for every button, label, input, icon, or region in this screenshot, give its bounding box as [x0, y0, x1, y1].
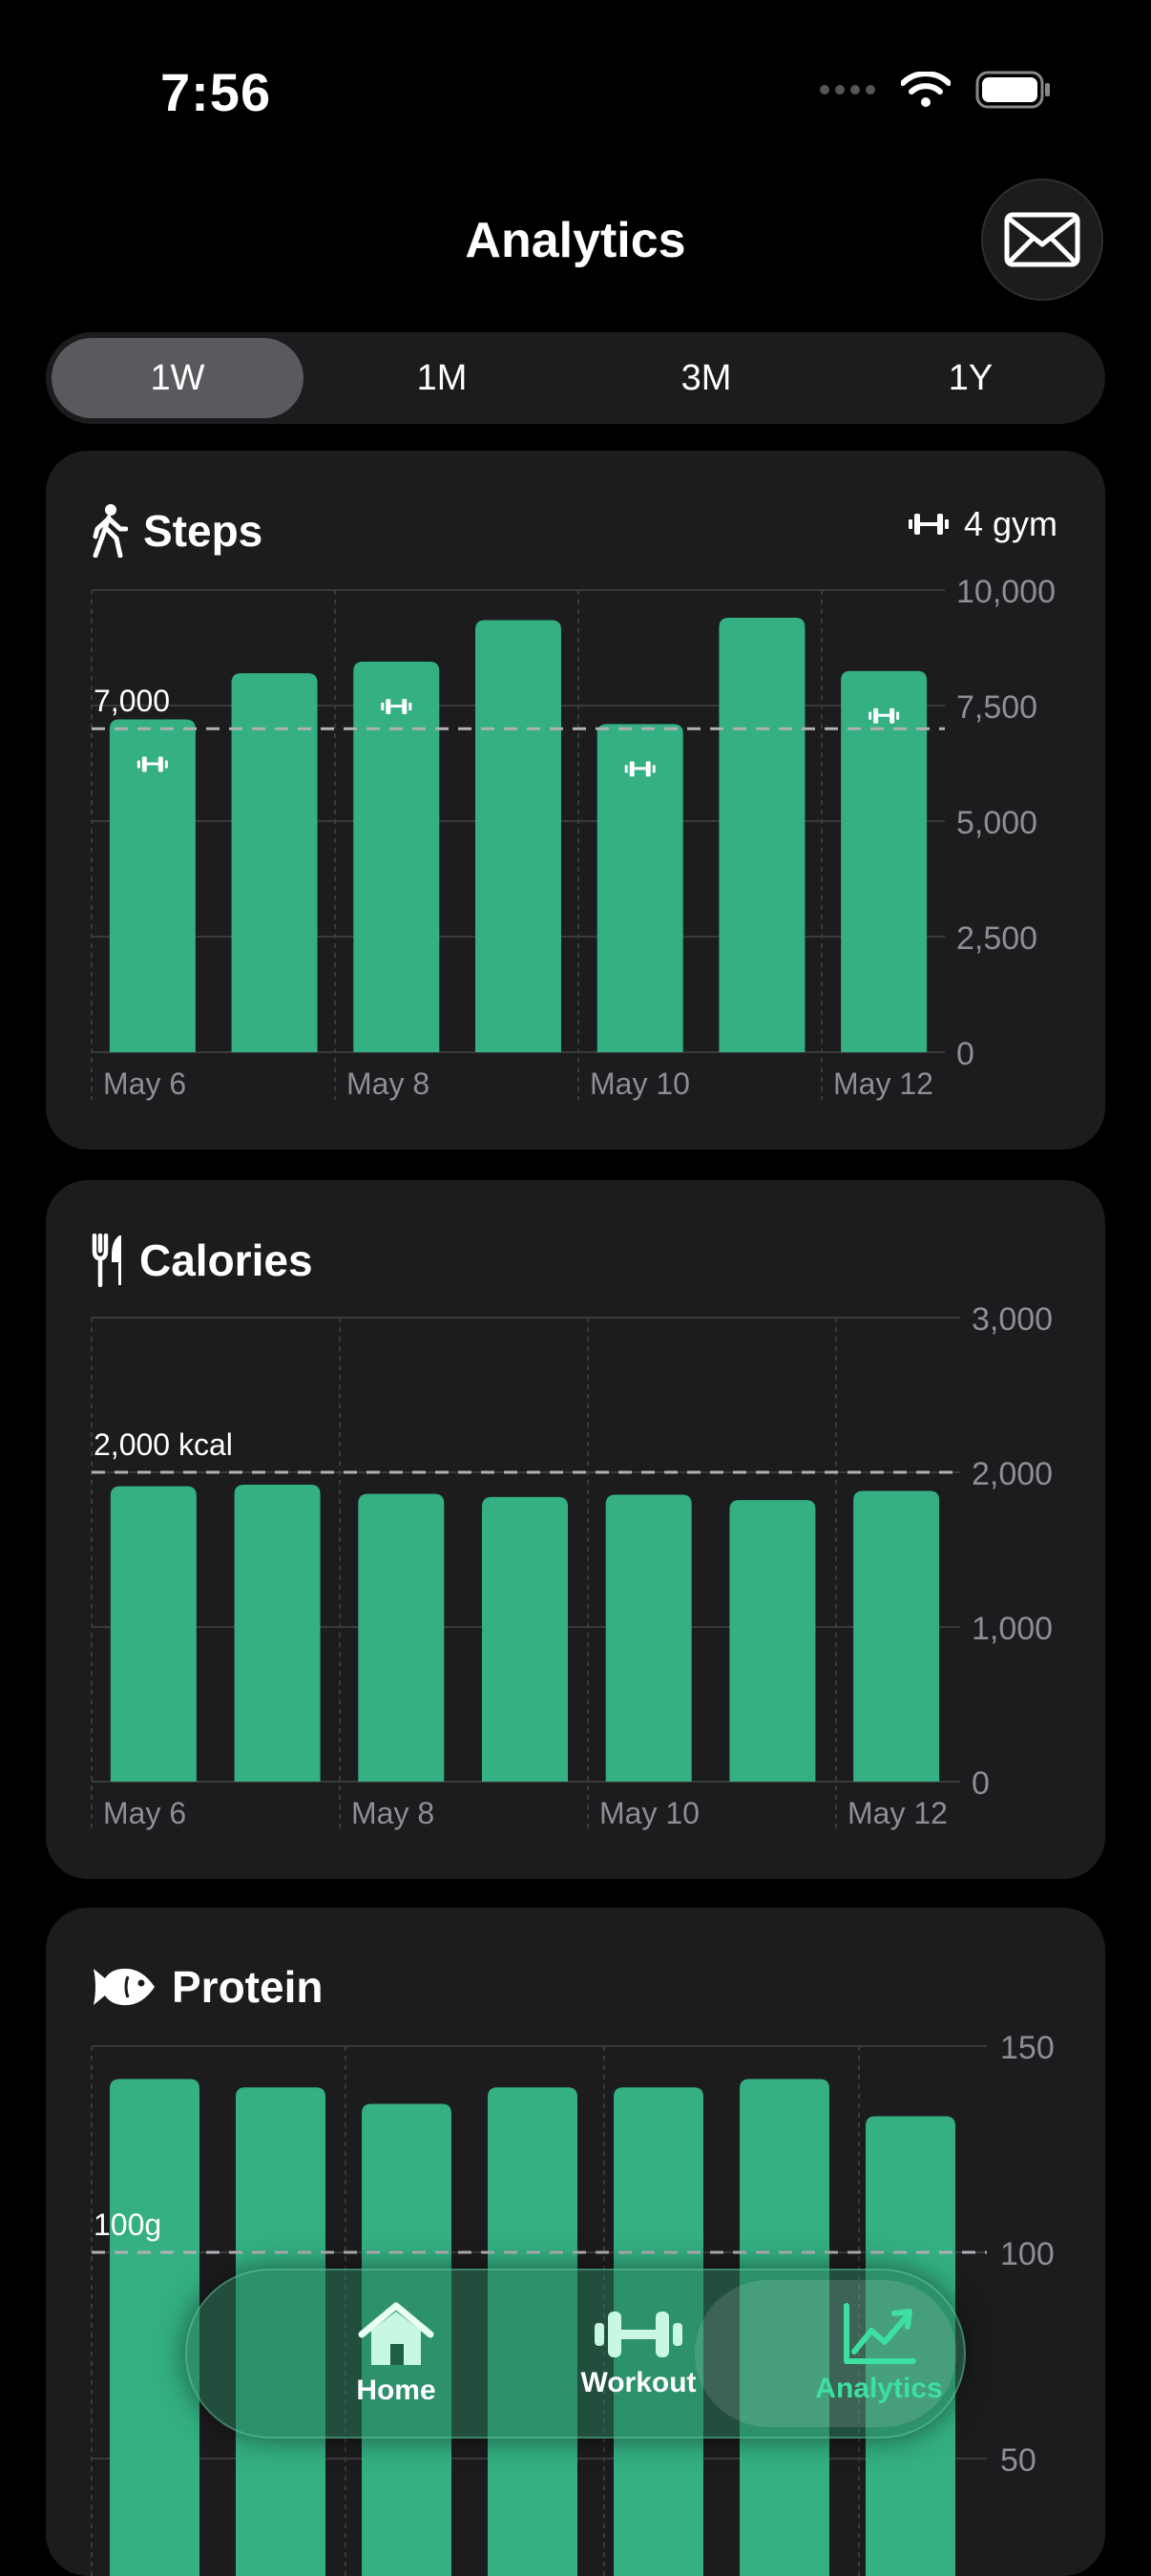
bar-may-8 [358, 1493, 445, 1782]
y-tick-label: 0 [956, 1036, 974, 1072]
x-tick-label: May 6 [103, 1066, 186, 1101]
bar-may-6 [110, 2079, 199, 2576]
bar-may-12 [853, 1490, 940, 1782]
chart-line-icon [844, 2303, 916, 2364]
segment-1m[interactable]: 1M [416, 357, 468, 398]
tab-workout-label: Workout [580, 2367, 697, 2398]
goal-label: 7,000 [94, 684, 170, 718]
y-tick-label: 7,500 [956, 689, 1037, 726]
signal-icon [820, 85, 875, 95]
bar-may-6 [109, 719, 196, 1052]
tab-bar: Home Workout Analytics [185, 2269, 966, 2439]
status-time: 7:56 [160, 62, 272, 122]
walking-icon [93, 504, 128, 558]
goal-label: 100g [94, 2207, 161, 2242]
x-tick-label: May 10 [590, 1066, 690, 1101]
y-tick-label: 10,000 [956, 574, 1056, 610]
mail-button[interactable] [981, 179, 1103, 301]
tab-analytics-label: Analytics [815, 2373, 943, 2404]
bar-may-9 [482, 1496, 568, 1782]
protein-title: Protein [92, 1961, 323, 2013]
y-tick-label: 3,000 [972, 1301, 1053, 1338]
steps-card: Steps 4 gym 0 2,500 5,000 7,500 10,000 7,000 M… [46, 451, 1105, 1150]
x-tick-label: May 10 [599, 1796, 700, 1830]
x-tick-label: May 12 [833, 1066, 933, 1101]
calories-title: Calories [92, 1234, 313, 1287]
y-tick-label: 1,000 [972, 1611, 1053, 1647]
segment-3m[interactable]: 3M [680, 357, 732, 398]
bar-may-12 [841, 670, 928, 1052]
tab-workout[interactable]: Workout [519, 2270, 758, 2437]
status-icons [819, 71, 1052, 109]
calories-card: Calories 0 1,000 2,000 3,000 2,000 kcal May 6… [46, 1180, 1105, 1879]
bar-may-9 [475, 620, 561, 1052]
y-tick-label: 5,000 [956, 805, 1037, 841]
gym-count-label: 4 gym [963, 504, 1057, 543]
active-tab-highlight [695, 2280, 956, 2427]
x-tick-label: May 8 [346, 1066, 429, 1101]
bar-may-11 [719, 618, 806, 1052]
dumbbell-icon [595, 2312, 682, 2357]
calories-chart: 0 1,000 2,000 3,000 2,000 kcal May 6 May 8 May … [91, 1301, 1053, 1830]
x-tick-label: May 8 [351, 1796, 434, 1830]
page-title: Analytics [465, 213, 686, 268]
gym-day-dumbbell-icon [868, 707, 900, 724]
tab-home-label: Home [356, 2375, 436, 2406]
y-tick-label: 2,500 [956, 920, 1037, 957]
steps-title-label: Steps [143, 506, 263, 556]
bar-may-10 [596, 724, 683, 1052]
y-tick-label: 50 [1000, 2442, 1036, 2479]
protein-chart: 050100150100g [91, 2030, 1055, 2576]
gym-day-dumbbell-icon [381, 699, 412, 715]
tab-analytics[interactable]: Analytics [760, 2270, 998, 2437]
x-tick-label: May 6 [103, 1796, 186, 1830]
tab-home[interactable]: Home [277, 2270, 515, 2437]
gym-day-dumbbell-icon [624, 761, 656, 777]
house-icon [358, 2302, 434, 2365]
gym-count-badge: 4 gym [908, 504, 1057, 544]
protein-card: Protein 050100150100g [46, 1908, 1105, 2576]
y-tick-label: 150 [1000, 2030, 1055, 2066]
bar-may-7 [231, 673, 318, 1052]
bar-may-6 [110, 1486, 197, 1782]
fish-icon [94, 1968, 155, 2006]
envelope-icon [1004, 212, 1080, 267]
segment-1w[interactable]: 1W [52, 338, 303, 418]
x-tick-label: May 12 [848, 1796, 948, 1830]
period-segmented-control: 1W 1M 3M 1Y [46, 332, 1105, 424]
y-tick-label: 100 [1000, 2236, 1055, 2272]
steps-title: Steps [92, 504, 262, 558]
y-tick-label: 0 [972, 1765, 990, 1802]
wifi-icon [901, 72, 951, 107]
gym-day-dumbbell-icon [136, 756, 168, 772]
bar-may-11 [729, 1500, 816, 1782]
fork-knife-icon [92, 1234, 121, 1287]
y-tick-label: 2,000 [972, 1456, 1053, 1492]
goal-label: 2,000 kcal [94, 1427, 233, 1462]
bar-may-7 [234, 1484, 321, 1782]
bar-may-8 [353, 662, 440, 1052]
battery-icon [975, 71, 1050, 109]
segment-1y[interactable]: 1Y [948, 357, 994, 398]
dumbbell-icon [908, 514, 949, 535]
protein-title-label: Protein [172, 1962, 324, 2012]
bar-may-10 [605, 1494, 692, 1782]
steps-chart: 0 2,500 5,000 7,500 10,000 7,000 May 6 May 8 May… [91, 574, 1056, 1101]
calories-title-label: Calories [139, 1235, 313, 1285]
